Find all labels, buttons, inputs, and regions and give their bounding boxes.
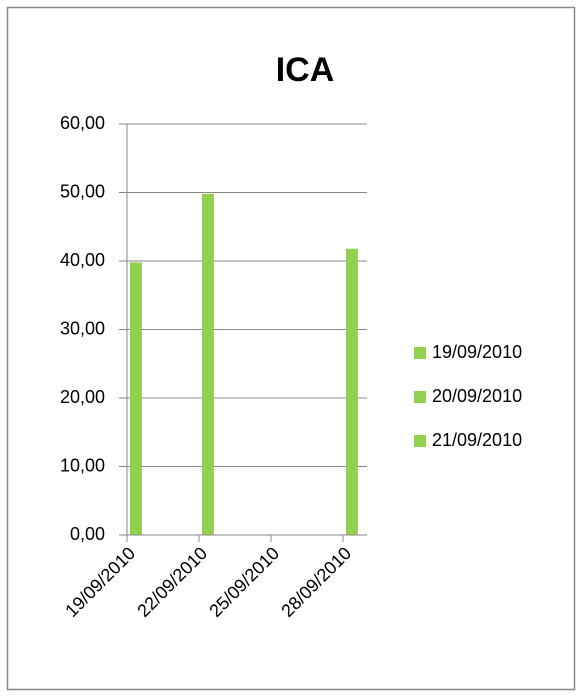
- legend-swatch: [414, 435, 426, 447]
- bar: [345, 248, 358, 536]
- chart-border: [6, 6, 576, 691]
- legend-swatch: [414, 347, 426, 359]
- chart-title: ICA: [276, 51, 335, 89]
- y-tick-label: 10,00: [60, 455, 105, 475]
- bar: [201, 193, 214, 535]
- legend-label: 19/09/2010: [432, 342, 522, 362]
- y-tick-label: 0,00: [70, 524, 105, 544]
- y-tick-label: 40,00: [60, 250, 105, 270]
- y-tick-label: 30,00: [60, 318, 105, 338]
- legend-swatch: [414, 391, 426, 403]
- legend-label: 20/09/2010: [432, 386, 522, 406]
- bar: [129, 262, 142, 535]
- y-tick-label: 20,00: [60, 387, 105, 407]
- y-tick-label: 60,00: [60, 113, 105, 133]
- y-tick-label: 50,00: [60, 181, 105, 201]
- legend-label: 21/09/2010: [432, 430, 522, 450]
